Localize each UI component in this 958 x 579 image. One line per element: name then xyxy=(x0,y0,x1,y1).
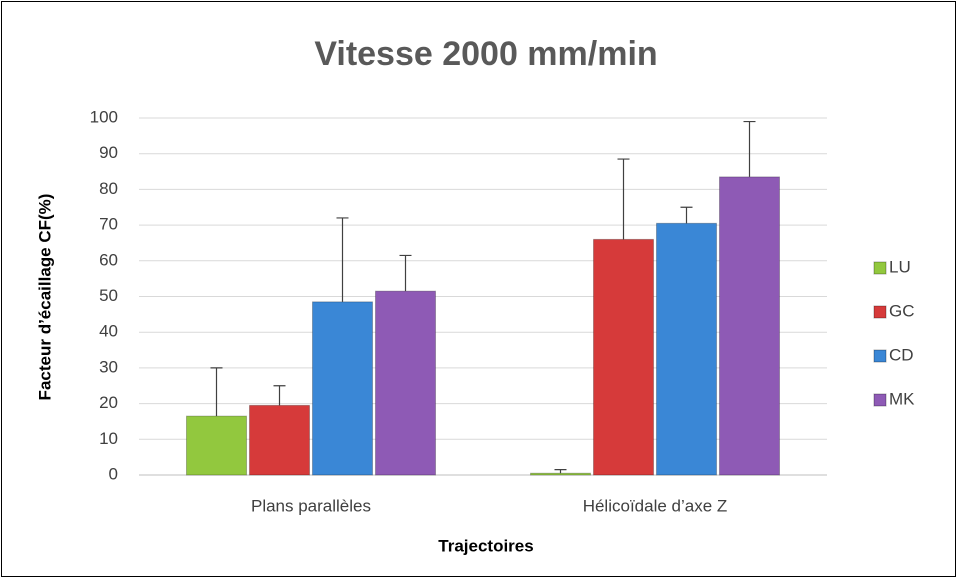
error-bar xyxy=(399,254,412,292)
chart-title: Vitesse 2000 mm/min xyxy=(314,35,657,73)
legend-swatch xyxy=(873,305,887,319)
legend-swatch xyxy=(873,393,887,407)
error-bar xyxy=(680,206,693,224)
legend-label: CD xyxy=(889,345,914,364)
legend-swatch xyxy=(873,261,887,275)
legend-label: MK xyxy=(889,389,915,408)
y-tick-label: 50 xyxy=(99,286,118,305)
error-bar xyxy=(554,469,567,474)
legend-label: GC xyxy=(889,301,915,320)
bar xyxy=(249,404,310,476)
y-axis-label: Facteur d’écaillage CF(%) xyxy=(35,194,54,401)
legend-label: LU xyxy=(889,257,911,276)
legend-swatch xyxy=(873,349,887,363)
x-axis-label: Trajectoires xyxy=(438,536,533,555)
bar xyxy=(375,290,436,476)
bar xyxy=(530,472,591,476)
bar xyxy=(719,176,780,476)
bar xyxy=(312,301,373,476)
y-tick-label: 20 xyxy=(99,393,118,412)
x-tick-label: Hélicoïdale d’axe Z xyxy=(583,496,728,515)
error-bar xyxy=(336,217,349,302)
y-tick-label: 100 xyxy=(90,107,118,126)
y-tick-label: 80 xyxy=(99,179,118,198)
y-tick-label: 90 xyxy=(99,143,118,162)
bar xyxy=(593,238,654,476)
y-tick-label: 30 xyxy=(99,357,118,376)
y-tick-label: 70 xyxy=(99,215,118,234)
bar xyxy=(186,415,247,476)
bar xyxy=(656,222,717,476)
error-bar xyxy=(743,120,756,177)
y-tick-label: 0 xyxy=(109,464,118,483)
x-tick-label: Plans parallèles xyxy=(251,496,371,515)
y-tick-label: 60 xyxy=(99,250,118,269)
error-bar xyxy=(210,367,223,417)
error-bar xyxy=(273,385,286,406)
y-tick-label: 10 xyxy=(99,429,118,448)
y-tick-label: 40 xyxy=(99,322,118,341)
error-bar xyxy=(617,158,630,240)
